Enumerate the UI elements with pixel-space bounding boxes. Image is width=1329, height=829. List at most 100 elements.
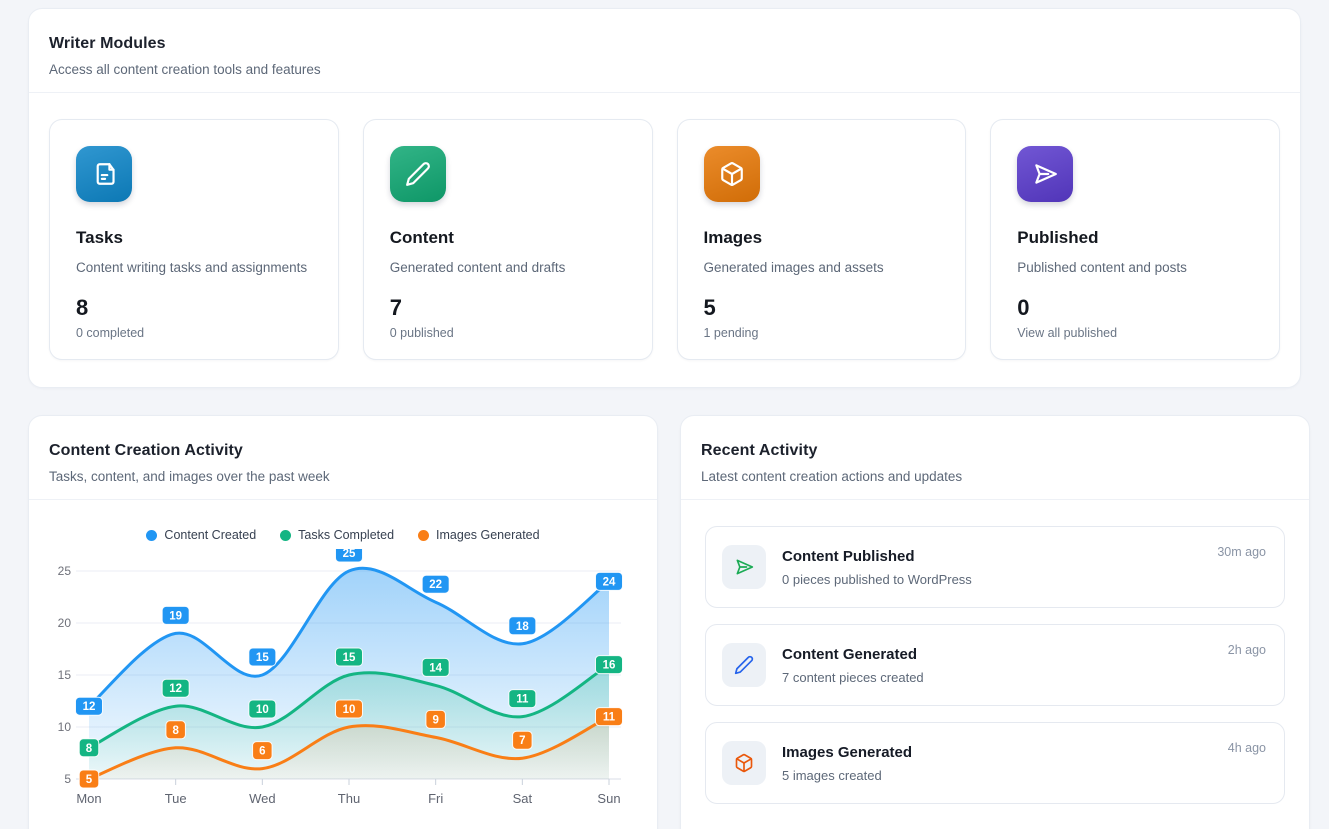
module-sub-label: 1 pending: [703, 326, 759, 340]
page-title: Writer Modules: [49, 35, 166, 52]
svg-text:Thu: Thu: [338, 791, 360, 806]
svg-text:25: 25: [58, 564, 72, 578]
divider: [681, 499, 1309, 500]
legend-label: Content Created: [164, 528, 257, 542]
activity-title: Content Published: [782, 547, 915, 565]
activity-item-content-published[interactable]: Content Published 0 pieces published to …: [705, 526, 1285, 608]
svg-text:11: 11: [603, 712, 616, 724]
svg-text:7: 7: [519, 735, 525, 747]
recent-subtitle: Latest content creation actions and upda…: [701, 469, 963, 484]
svg-text:20: 20: [58, 616, 72, 630]
page-subtitle: Access all content creation tools and fe…: [49, 62, 321, 77]
svg-text:24: 24: [603, 576, 616, 588]
module-title: Images: [703, 228, 763, 247]
svg-text:12: 12: [83, 701, 96, 713]
activity-timestamp: 30m ago: [1217, 545, 1266, 559]
svg-text:14: 14: [429, 662, 442, 674]
legend-item[interactable]: Tasks Completed: [280, 528, 394, 542]
chart-body: Content Created Tasks Completed Images Gen…: [29, 528, 657, 829]
legend-label: Images Generated: [436, 528, 540, 542]
svg-text:11: 11: [516, 694, 529, 706]
svg-text:5: 5: [64, 772, 71, 786]
writer-modules-header: Writer Modules Access all content creati…: [29, 9, 1300, 77]
legend-label: Tasks Completed: [298, 528, 395, 542]
send-icon: [1017, 146, 1074, 202]
svg-text:Fri: Fri: [428, 791, 443, 806]
svg-text:8: 8: [86, 743, 93, 755]
activity-item-images-generated[interactable]: Images Generated 5 images created 4h ago: [705, 722, 1285, 804]
pencil-icon: [389, 146, 446, 202]
send-icon: [722, 545, 766, 589]
recent-panel-header: Recent Activity Latest content creation …: [681, 416, 1309, 484]
cube-icon: [703, 146, 760, 202]
module-title: Content: [389, 228, 454, 247]
legend-dot-icon: [418, 529, 430, 541]
activity-description: 5 images created: [782, 767, 882, 783]
module-description: Generated images and assets: [703, 260, 884, 275]
svg-text:16: 16: [603, 660, 616, 672]
module-count: 0: [1017, 295, 1030, 320]
activity-description: 7 content pieces created: [782, 669, 924, 685]
module-card-images[interactable]: Images Generated images and assets 5 1 p…: [676, 119, 967, 360]
svg-text:8: 8: [172, 725, 179, 737]
recent-activity-panel: Recent Activity Latest content creation …: [680, 415, 1310, 829]
file-text-icon: [76, 146, 132, 202]
svg-text:15: 15: [58, 668, 72, 682]
svg-text:9: 9: [432, 714, 438, 726]
module-description: Generated content and drafts: [389, 260, 566, 275]
module-title: Published: [1017, 228, 1099, 247]
svg-text:Sun: Sun: [597, 791, 620, 806]
module-card-published[interactable]: Published Published content and posts 0 …: [990, 119, 1280, 360]
module-description: Content writing tasks and assignments: [76, 260, 308, 275]
svg-text:6: 6: [259, 746, 265, 758]
module-count: 5: [703, 295, 716, 320]
svg-text:Wed: Wed: [249, 791, 276, 806]
chart-legend: Content Created Tasks Completed Images Gen…: [29, 528, 657, 542]
module-card-content[interactable]: Content Generated content and drafts 7 0…: [362, 119, 653, 360]
svg-text:18: 18: [516, 621, 529, 633]
activity-timestamp: 4h ago: [1227, 741, 1266, 755]
svg-text:12: 12: [169, 683, 182, 695]
module-sub-label: 0 published: [389, 326, 454, 340]
chart-panel-header: Content Creation Activity Tasks, content…: [29, 416, 657, 484]
activity-timestamp: 2h ago: [1227, 643, 1266, 657]
svg-text:10: 10: [343, 704, 356, 716]
divider: [29, 499, 657, 500]
legend-item[interactable]: Content Created: [146, 528, 256, 542]
chart-subtitle: Tasks, content, and images over the past…: [49, 469, 330, 484]
module-cards-row: Tasks Content writing tasks and assignme…: [29, 93, 1300, 386]
svg-text:15: 15: [256, 652, 269, 664]
writer-modules-panel: Writer Modules Access all content creati…: [28, 8, 1301, 388]
module-sub-label: View all published: [1017, 326, 1118, 340]
activity-description: 0 pieces published to WordPress: [782, 571, 972, 587]
legend-dot-icon: [146, 529, 158, 541]
legend-item[interactable]: Images Generated: [418, 528, 540, 542]
module-title: Tasks: [76, 228, 123, 247]
module-count: 7: [389, 295, 402, 320]
activity-title: Content Generated: [782, 645, 918, 663]
module-card-tasks[interactable]: Tasks Content writing tasks and assignme…: [49, 119, 339, 360]
svg-text:Sat: Sat: [513, 791, 533, 806]
module-count: 8: [76, 295, 89, 320]
svg-text:19: 19: [169, 610, 182, 622]
activity-title: Images Generated: [782, 743, 913, 761]
svg-text:10: 10: [58, 720, 72, 734]
svg-text:22: 22: [429, 579, 442, 591]
svg-text:Tue: Tue: [165, 791, 187, 806]
divider: [29, 92, 1300, 93]
svg-text:25: 25: [343, 549, 356, 560]
cube-icon: [722, 741, 766, 785]
content-creation-activity-panel: Content Creation Activity Tasks, content…: [28, 415, 658, 829]
activity-item-content-generated[interactable]: Content Generated 7 content pieces creat…: [705, 624, 1285, 706]
activity-list: Content Published 0 pieces published to …: [681, 500, 1309, 829]
svg-text:10: 10: [256, 704, 269, 716]
recent-title: Recent Activity: [701, 442, 818, 459]
svg-text:5: 5: [86, 774, 93, 786]
module-description: Published content and posts: [1017, 260, 1187, 275]
chart-title: Content Creation Activity: [49, 442, 243, 459]
module-sub-label: 0 completed: [76, 326, 145, 340]
pencil-icon: [722, 643, 766, 687]
line-chart: 5 10 15 20 25 Mon Tue Wed Thu Fri Sat Sun 12 19 15 25 22…: [58, 549, 623, 806]
svg-text:15: 15: [343, 652, 356, 664]
svg-text:Mon: Mon: [76, 791, 101, 806]
